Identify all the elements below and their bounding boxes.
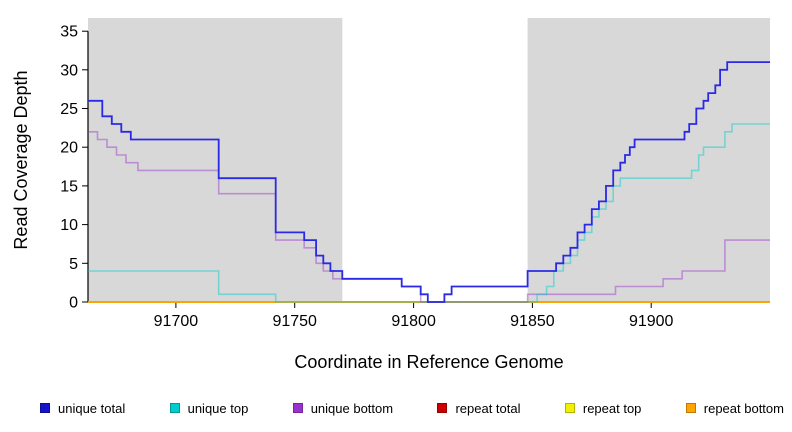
shaded-region: [527, 18, 770, 302]
legend-swatch-unique-total: [40, 403, 50, 413]
y-tick-label: 30: [60, 62, 78, 79]
legend-item-repeat-bottom: repeat bottom: [685, 400, 784, 416]
legend-label-repeat-total: repeat total: [455, 400, 521, 416]
series-line-unique-bottom: [88, 131, 770, 303]
legend-item-repeat-top: repeat top: [564, 400, 642, 416]
legend-swatch-repeat-top: [564, 403, 575, 413]
legend-item-unique-total: unique total: [40, 401, 125, 416]
legend-swatch-repeat-total: [437, 403, 448, 413]
y-tick-label: 15: [60, 178, 78, 195]
y-tick-label: 20: [60, 140, 78, 157]
series-line-unique-total: [88, 61, 770, 303]
legend-swatch-repeat-bottom: [685, 403, 696, 413]
y-tick-label: 35: [60, 24, 78, 41]
shaded-region: [88, 18, 343, 302]
y-tick-label: 25: [60, 101, 78, 118]
x-tick-label: 91700: [154, 313, 199, 330]
x-tick-label: 91850: [510, 313, 555, 330]
legend-label-unique-top: unique top: [187, 400, 249, 416]
y-axis-title: Read Coverage Depth: [11, 70, 31, 249]
chart-legend: unique total unique top unique bottom repea…: [40, 398, 784, 418]
legend-item-repeat-total: repeat total: [437, 400, 521, 416]
coverage-chart: 91700 91750 91800 91850 9190005101520253035 …: [11, 18, 770, 372]
chart-plot-area: 91700 91750 91800 91850 91900 0 5 10 15 20 25 30 35: [60, 18, 770, 330]
legend-item-unique-bottom: unique bottom: [292, 400, 394, 416]
y-tick-label: 5: [69, 256, 78, 273]
legend-label-repeat-bottom: repeat bottom: [703, 400, 784, 416]
legend-label-repeat-top: repeat top: [582, 400, 642, 416]
legend-label-unique-total: unique total: [58, 400, 126, 416]
legend-swatch-unique-bottom: [292, 403, 303, 413]
y-tick-label: 10: [60, 217, 78, 234]
y-tick-label: 0: [69, 295, 78, 312]
x-tick-label: 91750: [272, 313, 317, 330]
legend-label-unique-bottom: unique bottom: [310, 400, 394, 416]
x-tick-label: 91800: [391, 313, 436, 330]
x-axis-title: Coordinate in Reference Genome: [294, 352, 563, 372]
x-tick-label: 91900: [629, 313, 674, 330]
legend-swatch-unique-top: [169, 403, 180, 413]
legend-item-unique-top: unique top: [169, 400, 249, 416]
